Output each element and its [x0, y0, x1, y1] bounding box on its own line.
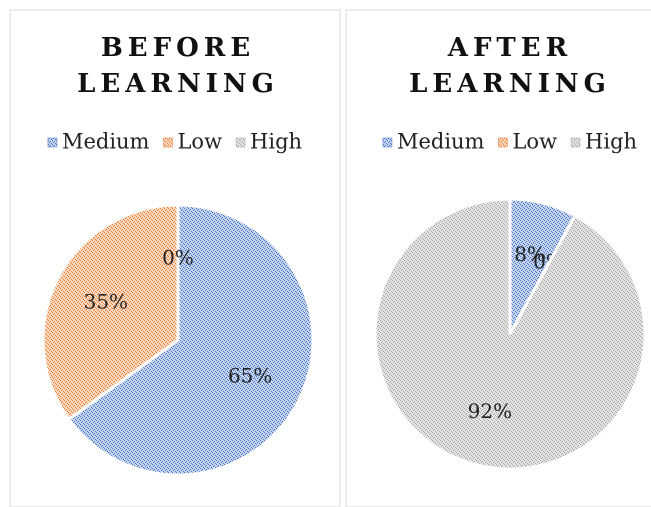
pie-slice — [66, 203, 315, 477]
legend-swatch — [47, 137, 58, 148]
data-label: 92% — [468, 399, 512, 423]
data-label: 8% — [514, 242, 546, 266]
chart-title: BEFORE LEARNING — [77, 33, 279, 99]
data-label: 65% — [228, 363, 272, 387]
legend-swatch — [163, 137, 173, 148]
data-label: 35% — [84, 290, 128, 314]
legend-swatch — [382, 137, 393, 148]
legend-label: Low — [177, 130, 222, 154]
legend-label: Low — [512, 130, 557, 154]
legend-label: High — [250, 130, 302, 154]
panel-border — [9, 9, 341, 507]
legend-swatch — [498, 137, 508, 148]
legend: Medium Low High — [382, 130, 637, 154]
pie-slice — [373, 197, 647, 471]
pie-slice — [41, 203, 180, 422]
legend-label: High — [585, 130, 637, 154]
legend-label: Medium — [62, 130, 150, 154]
legend: Medium Low High — [47, 130, 302, 154]
legend-swatch — [570, 137, 581, 148]
chart-title: AFTER LEARNING — [409, 33, 611, 99]
legend-swatch — [235, 137, 246, 148]
legend-label: Medium — [397, 130, 485, 154]
data-label: 0% — [162, 246, 194, 270]
panel-border — [345, 9, 651, 507]
